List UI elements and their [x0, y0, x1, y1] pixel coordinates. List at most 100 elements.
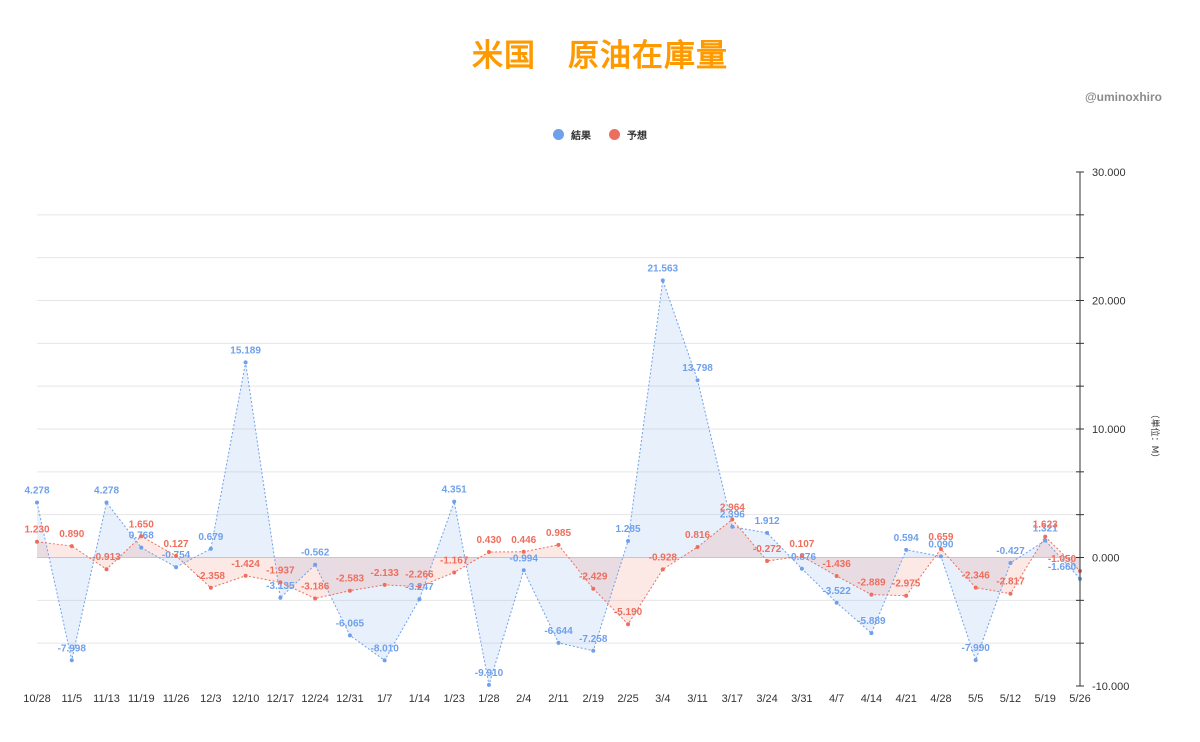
result-data-label: -7.998: [58, 643, 87, 654]
legend-dot-result: [553, 129, 564, 140]
y-tick-label: 10.000: [1092, 424, 1126, 436]
x-tick-label: 3/4: [655, 693, 670, 705]
x-tick-label: 12/24: [301, 693, 329, 705]
forecast-data-label: 1.650: [129, 519, 154, 530]
result-data-label: 0.090: [928, 539, 953, 550]
result-point: [799, 566, 804, 571]
result-point: [486, 682, 491, 687]
forecast-data-label: 0.430: [476, 535, 501, 546]
result-data-label: -5.889: [857, 616, 886, 627]
forecast-data-label: 0.890: [59, 529, 84, 540]
forecast-point: [1043, 534, 1048, 539]
result-point: [174, 565, 179, 570]
result-point: [904, 547, 909, 552]
forecast-point: [208, 585, 213, 590]
forecast-data-label: -0.272: [753, 544, 782, 555]
result-point: [626, 538, 631, 543]
forecast-data-label: 0.659: [928, 532, 953, 543]
x-tick-label: 4/28: [930, 693, 951, 705]
forecast-point: [313, 596, 318, 601]
forecast-data-label: -2.266: [405, 570, 434, 581]
result-data-label: -7.990: [962, 643, 991, 654]
forecast-data-label: -3.186: [301, 581, 330, 592]
x-tick-label: 10/28: [23, 693, 51, 705]
forecast-data-label: 2.964: [720, 502, 745, 513]
x-tick-label: 5/19: [1035, 693, 1056, 705]
result-point: [973, 658, 978, 663]
result-point: [208, 546, 213, 551]
forecast-point: [869, 592, 874, 597]
forecast-point: [1008, 591, 1013, 596]
legend-dot-forecast: [609, 129, 620, 140]
y-tick-label: 0.000: [1092, 553, 1120, 565]
result-point: [452, 499, 457, 504]
result-point: [660, 278, 665, 283]
forecast-point: [556, 542, 561, 547]
forecast-data-label: -1.050: [1048, 554, 1077, 565]
legend-item-forecast[interactable]: 予想: [609, 127, 647, 142]
legend-item-result[interactable]: 結果: [553, 127, 591, 142]
forecast-point: [452, 570, 457, 575]
forecast-point: [347, 588, 352, 593]
result-point: [104, 500, 109, 505]
forecast-point: [834, 573, 839, 578]
x-tick-label: 1/7: [377, 693, 392, 705]
forecast-data-label: -1.424: [231, 559, 260, 570]
result-data-label: 15.189: [230, 345, 261, 356]
author-credit: @uminoxhiro: [1084, 90, 1162, 104]
result-point: [278, 595, 283, 600]
forecast-point: [660, 567, 665, 572]
result-point: [834, 600, 839, 605]
forecast-point: [521, 549, 526, 554]
x-tick-label: 3/11: [687, 693, 708, 705]
result-data-label: -3.522: [822, 586, 851, 597]
result-point: [521, 568, 526, 573]
result-point: [765, 530, 770, 535]
forecast-area: [37, 519, 1080, 625]
x-tick-label: 2/11: [548, 693, 569, 705]
forecast-point: [626, 622, 631, 627]
result-data-label: -1.660: [1048, 562, 1077, 573]
result-data-label: 1.285: [616, 524, 641, 535]
x-tick-label: 3/24: [756, 693, 777, 705]
forecast-data-label: 1.230: [24, 525, 49, 536]
x-tick-label: 5/26: [1069, 693, 1090, 705]
forecast-point: [382, 582, 387, 587]
forecast-data-label: -2.346: [962, 571, 991, 582]
result-point: [382, 658, 387, 663]
forecast-data-label: 0.985: [546, 528, 571, 539]
result-data-label: 2.396: [720, 510, 745, 521]
legend-label-result: 結果: [571, 131, 591, 142]
forecast-point: [139, 534, 144, 539]
x-tick-label: 12/10: [232, 693, 260, 705]
result-point: [417, 597, 422, 602]
result-point: [938, 554, 943, 559]
forecast-data-label: -2.429: [579, 572, 608, 583]
result-point: [556, 640, 561, 645]
forecast-data-label: -1.167: [440, 555, 469, 566]
result-point: [1008, 560, 1013, 565]
result-data-label: -6.644: [544, 626, 573, 637]
forecast-data-label: -2.133: [370, 568, 399, 579]
result-data-label: -0.994: [510, 553, 539, 564]
forecast-data-label: -5.190: [614, 607, 643, 618]
result-data-label: 0.679: [198, 532, 223, 543]
forecast-point: [174, 553, 179, 558]
x-tick-label: 11/5: [61, 693, 82, 705]
result-point: [243, 360, 248, 365]
result-data-label: -7.258: [579, 634, 608, 645]
forecast-data-label: 0.446: [511, 535, 536, 546]
forecast-point: [243, 573, 248, 578]
result-point: [730, 524, 735, 529]
forecast-point: [938, 547, 943, 552]
forecast-data-label: -2.358: [197, 571, 226, 582]
x-tick-label: 2/19: [583, 693, 604, 705]
forecast-data-label: -0.928: [649, 552, 678, 563]
x-tick-label: 11/13: [93, 693, 120, 705]
x-tick-label: 12/17: [267, 693, 295, 705]
y-tick-label: 30.000: [1092, 167, 1126, 179]
forecast-point: [417, 584, 422, 589]
forecast-point: [486, 549, 491, 554]
y-tick-label: 20.000: [1092, 296, 1126, 308]
result-point: [1043, 538, 1048, 543]
